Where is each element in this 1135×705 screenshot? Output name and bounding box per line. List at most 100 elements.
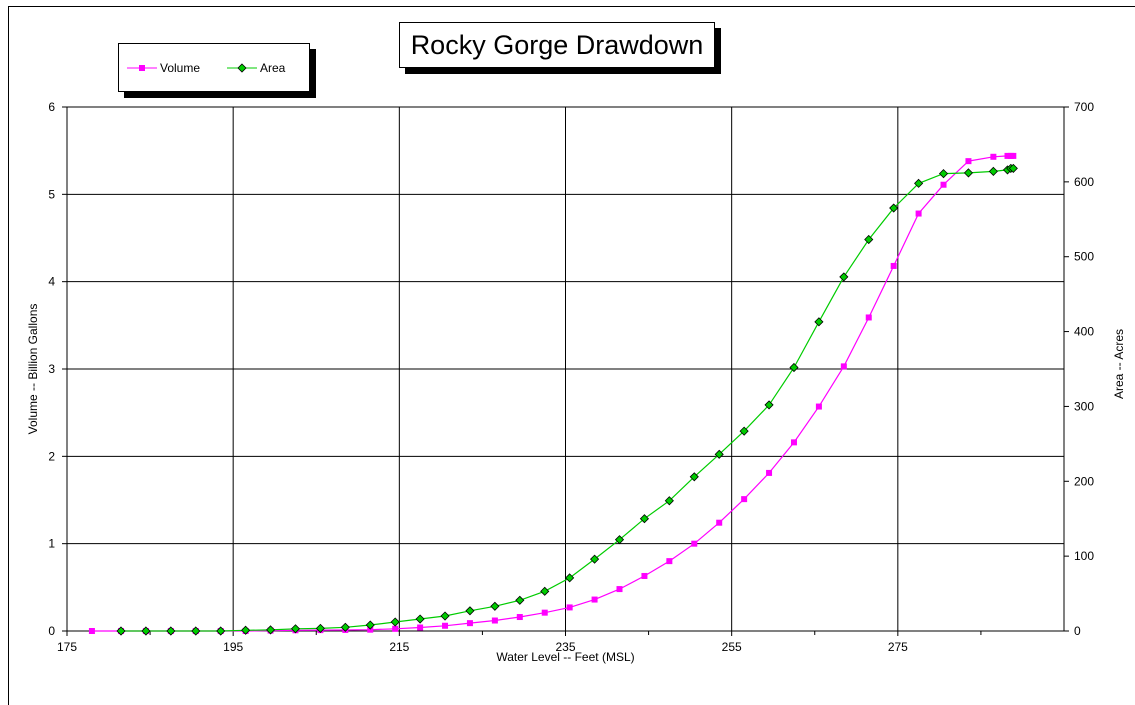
series-area-point [739,426,749,436]
series-volume-point [516,614,523,621]
series-area-point [390,617,400,627]
series-area-point [191,626,201,636]
series-volume-point [691,540,698,547]
y2-tick-label: 300 [1074,399,1094,413]
series-area-point [963,168,974,178]
series-volume-point [591,596,598,603]
series-area-point [714,449,724,459]
series-area-point [565,573,575,583]
y2-tick-label: 600 [1074,175,1094,189]
series-volume-point [915,210,922,217]
series-volume-point [865,314,872,321]
series-area-point [290,624,301,634]
series-area-point [814,317,824,327]
series-area-point [689,472,699,482]
series-area-point [789,362,799,373]
chart-title: Rocky Gorge Drawdown [399,22,715,68]
series-volume-point [790,439,797,446]
y-tick-label: 2 [48,449,55,463]
x-axis-title: Water Level -- Feet (MSL) [496,650,634,664]
series-volume-point [616,586,623,593]
x-tick-label: 275 [888,640,908,654]
series-area-point [590,554,600,564]
series-area-point [216,626,226,636]
y-tick-label: 4 [48,275,55,289]
y2-tick-label: 100 [1074,549,1094,563]
series-area-point [889,203,899,213]
legend-volume-marker [139,65,145,71]
y-tick-label: 0 [48,624,55,638]
series-volume-point [491,617,498,624]
x-tick-label: 255 [722,640,742,654]
x-tick-label: 175 [57,640,77,654]
series-volume-point [666,558,673,565]
series-area-point [415,614,425,624]
y2-tick-label: 400 [1074,325,1094,339]
series-area-point [116,626,126,636]
series-volume-point [367,626,374,633]
series-volume-point [766,469,773,476]
series-volume-point [392,625,399,632]
y-tick-label: 6 [48,100,55,114]
series-volume-point [716,519,723,526]
series-area-point [839,272,849,282]
y-tick-label: 3 [48,362,55,376]
series-area-point [365,620,375,630]
series-volume-point [466,620,473,627]
series-volume-point [1010,152,1017,159]
series-area-point [340,622,350,632]
series-area-point [265,625,276,635]
y2-tick-label: 0 [1074,624,1081,638]
y2-axis-title: Area -- Acres [1112,329,1126,399]
series-volume-point [566,604,573,611]
series-area-point [1008,163,1018,173]
series-volume-line [91,155,1014,632]
series-volume-point [1004,152,1011,159]
series-volume-point [815,403,822,410]
series-area-point [315,623,325,633]
series-area-point [864,234,874,245]
chart-frame [8,6,1135,705]
series-volume-point [88,628,95,634]
legend-area-marker [237,63,247,73]
y-tick-label: 1 [48,537,55,551]
series-volume-point [741,496,748,503]
y-axis-title: Volume -- Billion Gallons [26,304,40,435]
series-volume-point [641,572,648,579]
series-area-point [938,169,949,179]
series-volume-point [541,609,548,616]
series-area-point [241,625,251,635]
series-area-point [465,606,475,616]
legend-volume-label: Volume [160,61,200,75]
series-area-point [515,595,525,605]
series-area-point [614,535,625,545]
series-area-line [121,167,1014,632]
series-area-point [764,400,774,410]
series-area-point [914,178,924,188]
y-tick-label: 5 [48,187,55,201]
legend-area-label: Area [260,61,286,75]
x-tick-label: 215 [389,640,409,654]
series-area-point [988,166,998,176]
x-tick-label: 235 [555,640,575,654]
x-tick-label: 195 [223,640,243,654]
legend: Volume Area [118,43,310,92]
series-area-point [141,626,151,636]
series-volume-point [940,181,947,188]
series-area-point [166,626,176,636]
series-volume-point [990,153,997,160]
series-area-point [540,586,550,596]
series-volume-point [965,158,972,165]
series-area-point [440,611,450,621]
series-area-point [639,514,649,524]
series-area-point [664,496,674,506]
series-volume-point [417,624,424,631]
series-volume-point [890,262,897,269]
y2-tick-label: 500 [1074,250,1094,264]
series-volume-point [442,622,449,629]
series-area-point [490,601,500,611]
y2-tick-label: 200 [1074,474,1094,488]
y2-tick-label: 700 [1074,100,1094,114]
series-volume-point [840,363,847,370]
